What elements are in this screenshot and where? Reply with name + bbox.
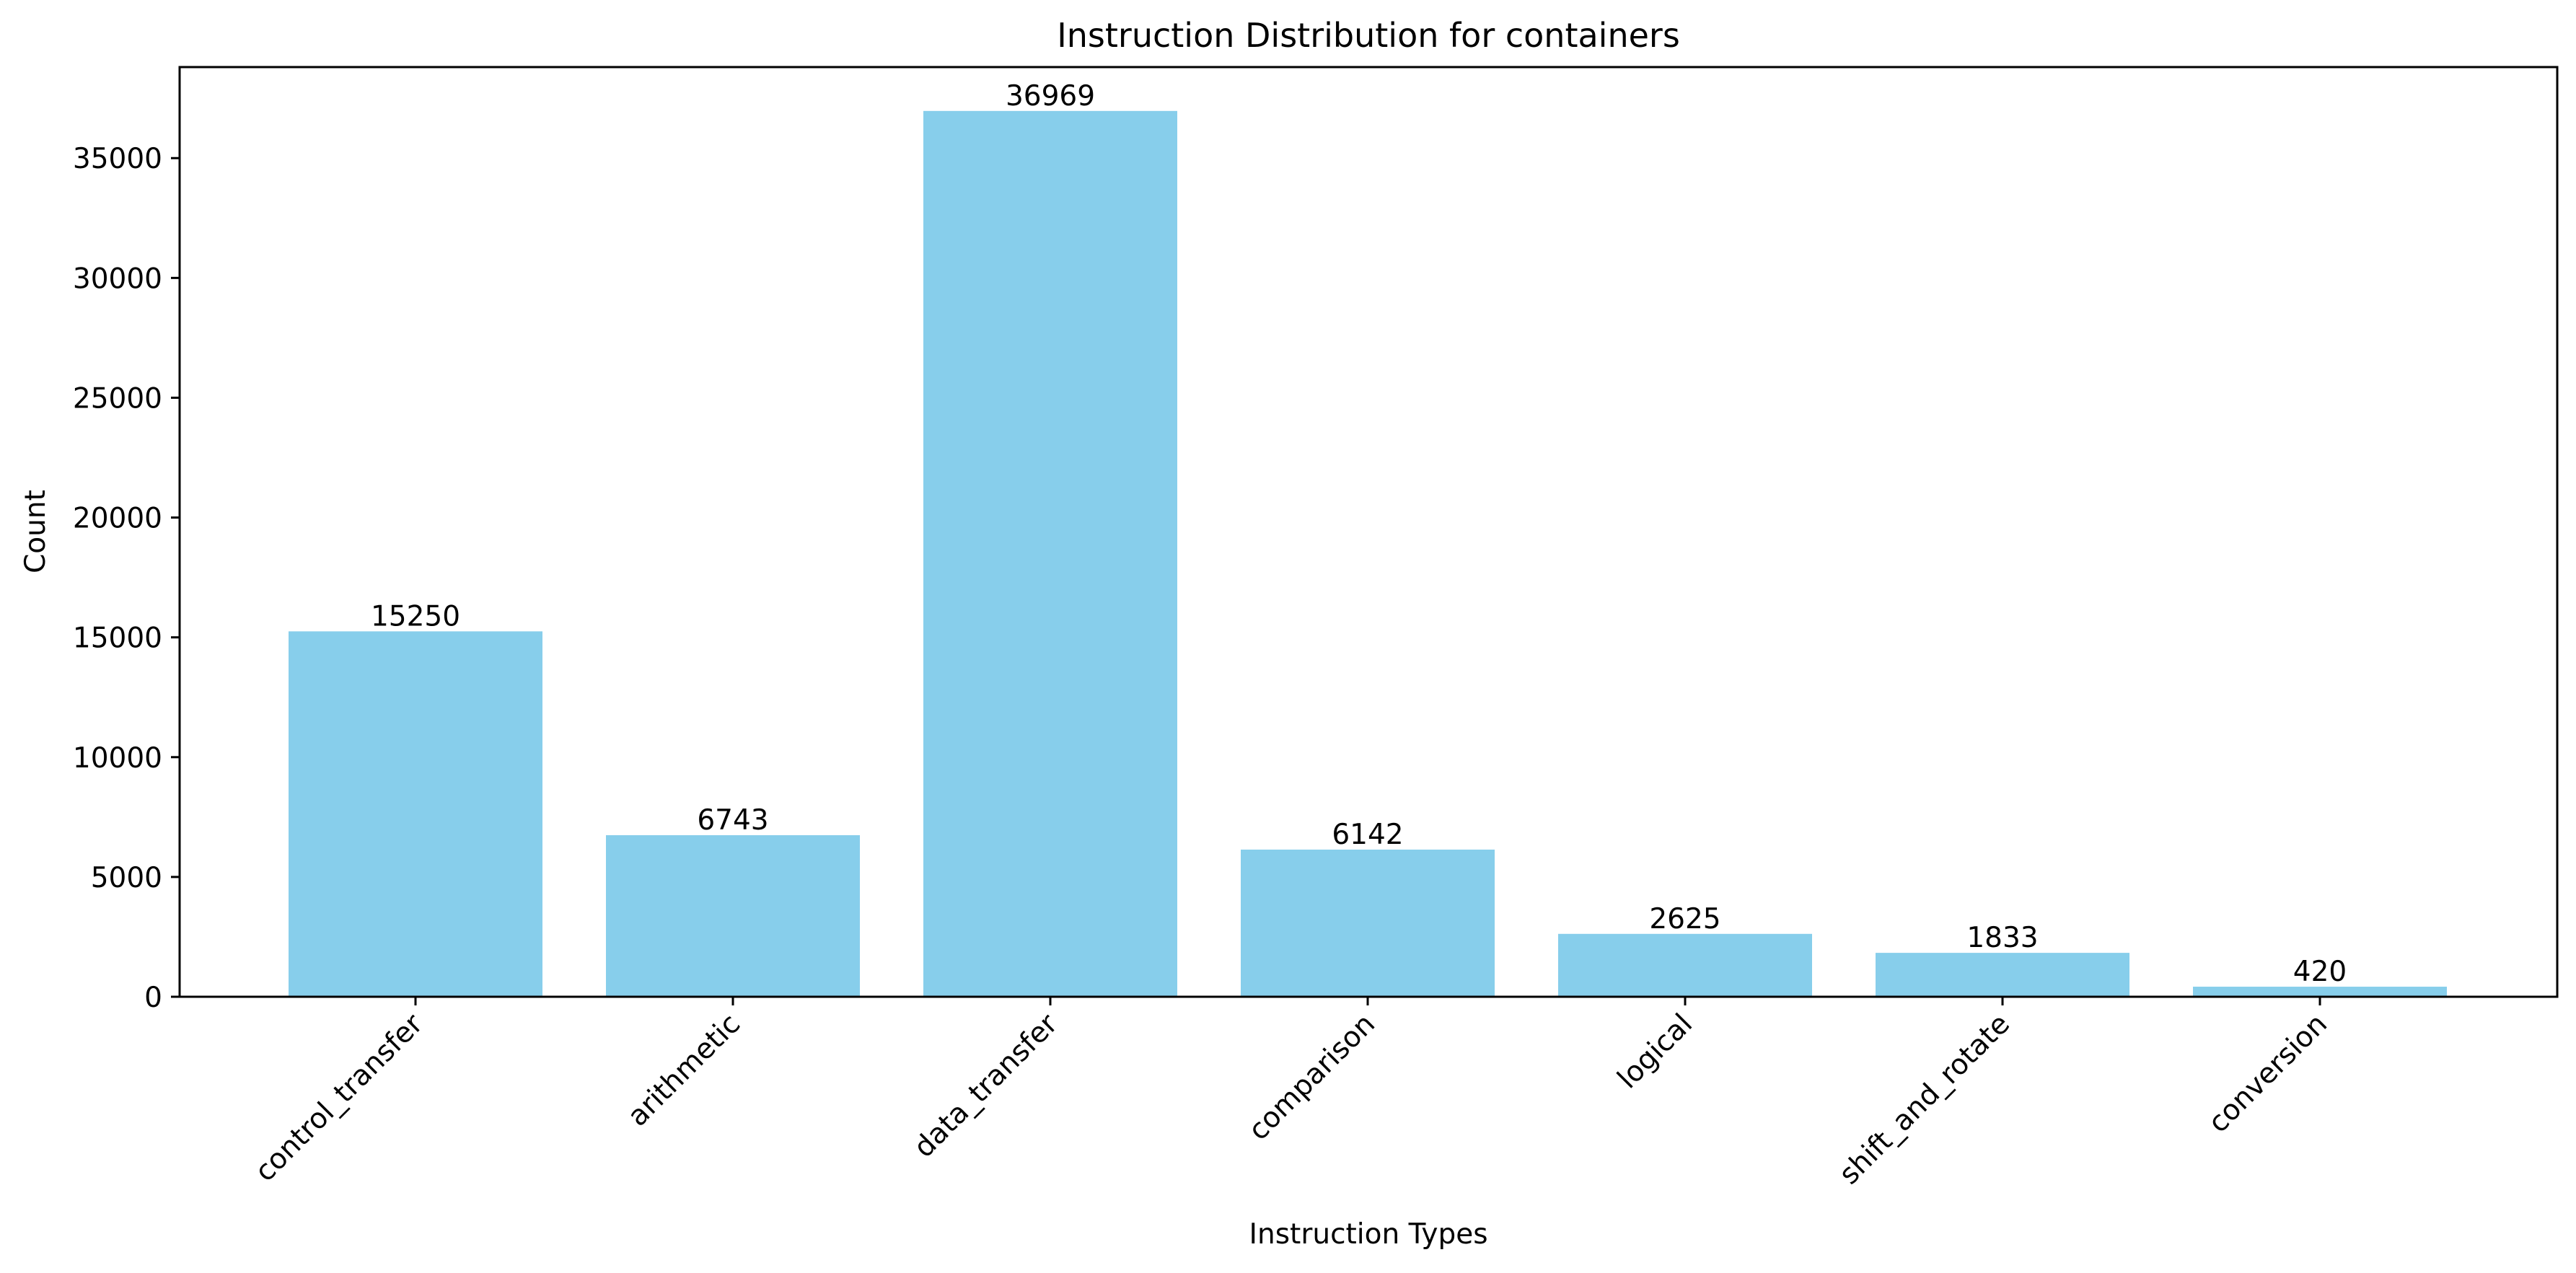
y-tick-label: 5000 [91, 862, 162, 894]
bar-logical [1558, 933, 1812, 997]
data-label-control_transfer: 15250 [371, 600, 460, 633]
bar-shift_and_rotate [1876, 953, 2129, 997]
bar-data_transfer [923, 110, 1177, 997]
data-label-comparison: 6142 [1332, 819, 1403, 851]
y-tick-label: 35000 [73, 143, 162, 175]
bar-comparison [1241, 849, 1495, 997]
data-labels-group: 15250 6743 36969 6142 2625 1833 420 [371, 80, 2347, 988]
bar-arithmetic [606, 834, 860, 997]
data-label-data_transfer: 36969 [1006, 80, 1095, 113]
y-tick-label: 15000 [73, 622, 162, 655]
bar-control_transfer [289, 631, 542, 997]
y-tick-label: 20000 [73, 503, 162, 535]
plot-frame [178, 66, 2559, 998]
data-label-logical: 2625 [1649, 903, 1720, 935]
x-axis-label: Instruction Types [1249, 1218, 1487, 1251]
bars-group [289, 110, 2447, 997]
data-label-shift_and_rotate: 1833 [1966, 922, 2038, 954]
y-tick-label: 0 [144, 982, 162, 1014]
y-axis-label: Count [19, 490, 52, 573]
data-label-conversion: 420 [2293, 956, 2347, 988]
y-tick-label: 25000 [73, 382, 162, 415]
y-tick-label: 30000 [73, 263, 162, 295]
chart-title: Instruction Distribution for containers [1057, 16, 1680, 55]
data-label-arithmetic: 6743 [697, 804, 768, 837]
y-axis: 0 5000 10000 15000 20000 25000 30000 35000 [73, 143, 180, 1014]
bar-conversion [2193, 987, 2447, 997]
y-tick-label: 10000 [73, 742, 162, 775]
